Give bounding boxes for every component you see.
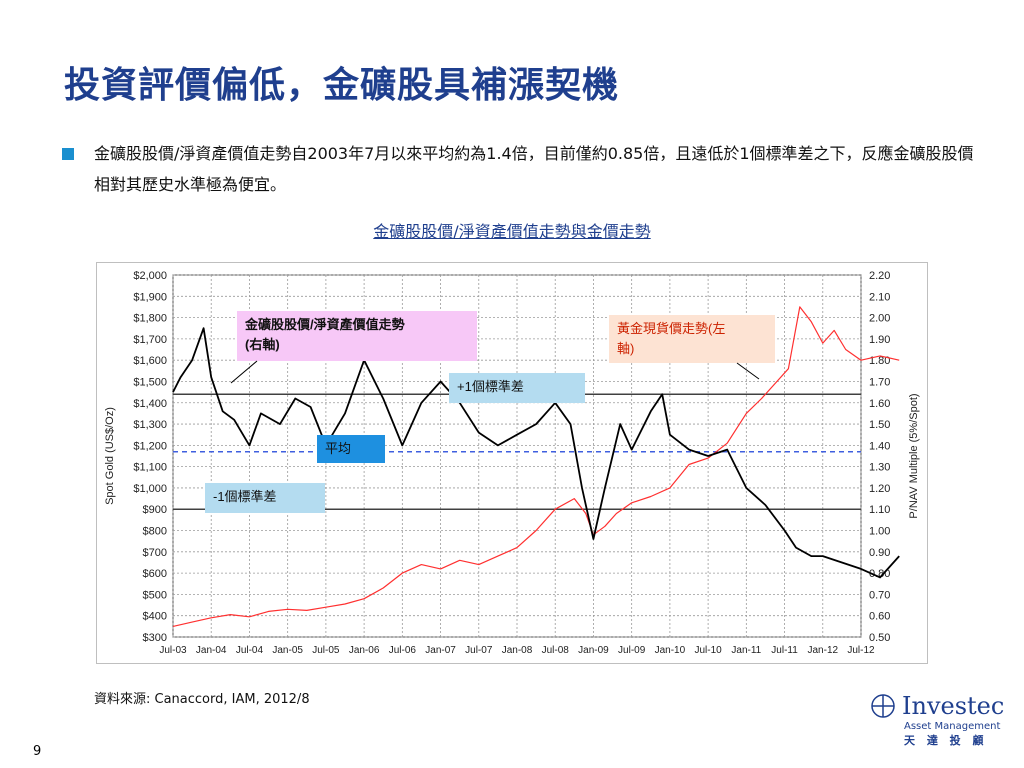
x-tick-label: Jul-11 [771,645,798,656]
y-left-tick-label: $300 [143,632,167,644]
x-tick-label: Jan-04 [196,645,227,656]
chart-heading-text: 金礦股股價/淨資產價值走勢與金價走勢 [373,222,651,241]
y-right-tick-label: 0.50 [869,632,890,644]
ratio-annotation-box [237,311,477,361]
y-left-tick-label: $1,600 [133,355,167,367]
y-right-tick-label: 1.20 [869,483,890,495]
chart-heading: 金礦股股價/淨資產價值走勢與金價走勢 [0,218,1024,242]
logo-subtitle: Asset Management [904,721,1001,732]
y-right-tick-label: 1.60 [869,398,890,410]
x-tick-label: Jan-09 [578,645,609,656]
logo-name: Investec [902,692,1005,720]
x-tick-label: Jul-09 [618,645,646,656]
x-tick-label: Jul-08 [542,645,570,656]
y-left-tick-label: $1,200 [133,440,167,452]
chart: $2,000 $1,900 $1,800 $1,700 $1,600 $1,500 $1,4… [104,270,920,656]
y-left-tick-label: $1,500 [133,376,167,388]
mean-annotation-text: 平均 [325,441,351,456]
y-left-tick-label: $700 [143,547,167,559]
gold-annotation-box [609,315,775,363]
y-left-tick-label: $1,700 [133,334,167,346]
x-tick-label: Jan-05 [272,645,303,656]
plus-std-annotation-text: +1個標準差 [457,379,524,394]
x-tick-label: Jul-12 [847,645,875,656]
investec-zebra-icon [871,694,895,718]
ratio-arrow [230,360,258,384]
y-right-axis-title: P/NAV Multiple (5%/Spot) [908,393,920,518]
gold-arrow [736,362,760,380]
y-right-tick-label: 2.00 [869,313,890,325]
y-right-tick-label: 1.30 [869,462,890,474]
y-right-tick-label: 1.40 [869,440,890,452]
y-left-tick-label: $1,000 [133,483,167,495]
gold-annotation-text: 黃金現貨價走勢(左 [617,321,725,336]
y-left-tick-label: $500 [143,589,167,601]
y-right-tick-label: 1.10 [869,504,890,516]
chart-frame: $2,000 $1,900 $1,800 $1,700 $1,600 $1,500 $1,4… [96,262,928,664]
y-left-axis-title: Spot Gold (US$/Oz) [104,407,116,505]
x-tick-label: Jan-08 [502,645,533,656]
x-tick-label: Jan-07 [425,645,456,656]
y-right-tick-label: 0.90 [869,547,890,559]
x-tick-label: Jul-06 [389,645,417,656]
y-left-tick-label: $900 [143,504,167,516]
x-tick-label: Jul-05 [312,645,340,656]
y-left-tick-label: $2,000 [133,270,167,282]
ratio-annotation-text: (右軸) [245,337,280,352]
y-right-tick-label: 1.00 [869,526,890,538]
plus-std-annotation-box [449,373,585,403]
investec-logo: Investec Asset Management 天 達 投 顧 [870,692,1020,762]
y-left-tick-label: $1,400 [133,398,167,410]
y-right-tick-label: 1.90 [869,334,890,346]
y-left-tick-label: $400 [143,611,167,623]
pnav-ratio-series-line [172,327,900,579]
ratio-annotation-text: 金礦股股價/淨資產價值走勢 [244,317,405,332]
y-left-tick-label: $800 [143,526,167,538]
x-tick-label: Jul-03 [159,645,187,656]
y-left-tick-label: $1,900 [133,291,167,303]
y-right-tick-label: 0.60 [869,611,890,623]
page-number: 9 [33,744,42,759]
x-tick-label: Jan-11 [731,645,761,656]
y-right-tick-label: 1.50 [869,419,890,431]
source-note: 資料來源: Canaccord, IAM, 2012/8 [94,692,310,707]
x-tick-label: Jul-07 [465,645,493,656]
bullet-text: 金礦股股價/淨資產價值走勢自2003年7月以來平均約為1.4倍，目前僅約0.85… [94,144,974,194]
y-right-tick-label: 2.20 [869,270,890,282]
x-tick-label: Jul-04 [236,645,264,656]
y-right-tick-label: 0.70 [869,589,890,601]
y-left-tick-label: $1,100 [133,462,167,474]
y-right-tick-label: 1.80 [869,355,890,367]
y-left-tick-label: $1,300 [133,419,167,431]
mean-annotation-box [317,435,385,463]
page-title: 投資評價偏低，金礦股具補漲契機 [64,65,620,106]
minus-std-annotation-box [205,483,325,513]
y-right-tick-label: 2.10 [869,291,890,303]
minus-std-annotation-text: -1個標準差 [213,489,277,504]
y-left-tick-label: $1,800 [133,313,167,325]
x-tick-label: Jul-10 [694,645,722,656]
gold-annotation-text: 軸) [617,341,634,356]
x-tick-label: Jan-10 [655,645,686,656]
x-tick-label: Jan-12 [807,645,838,656]
logo-chinese: 天 達 投 顧 [904,734,988,747]
y-right-tick-label: 1.70 [869,376,890,388]
x-tick-label: Jan-06 [349,645,380,656]
y-left-tick-label: $600 [143,568,167,580]
bullet-square-icon [62,148,74,160]
gold-price-series-line [172,306,900,627]
